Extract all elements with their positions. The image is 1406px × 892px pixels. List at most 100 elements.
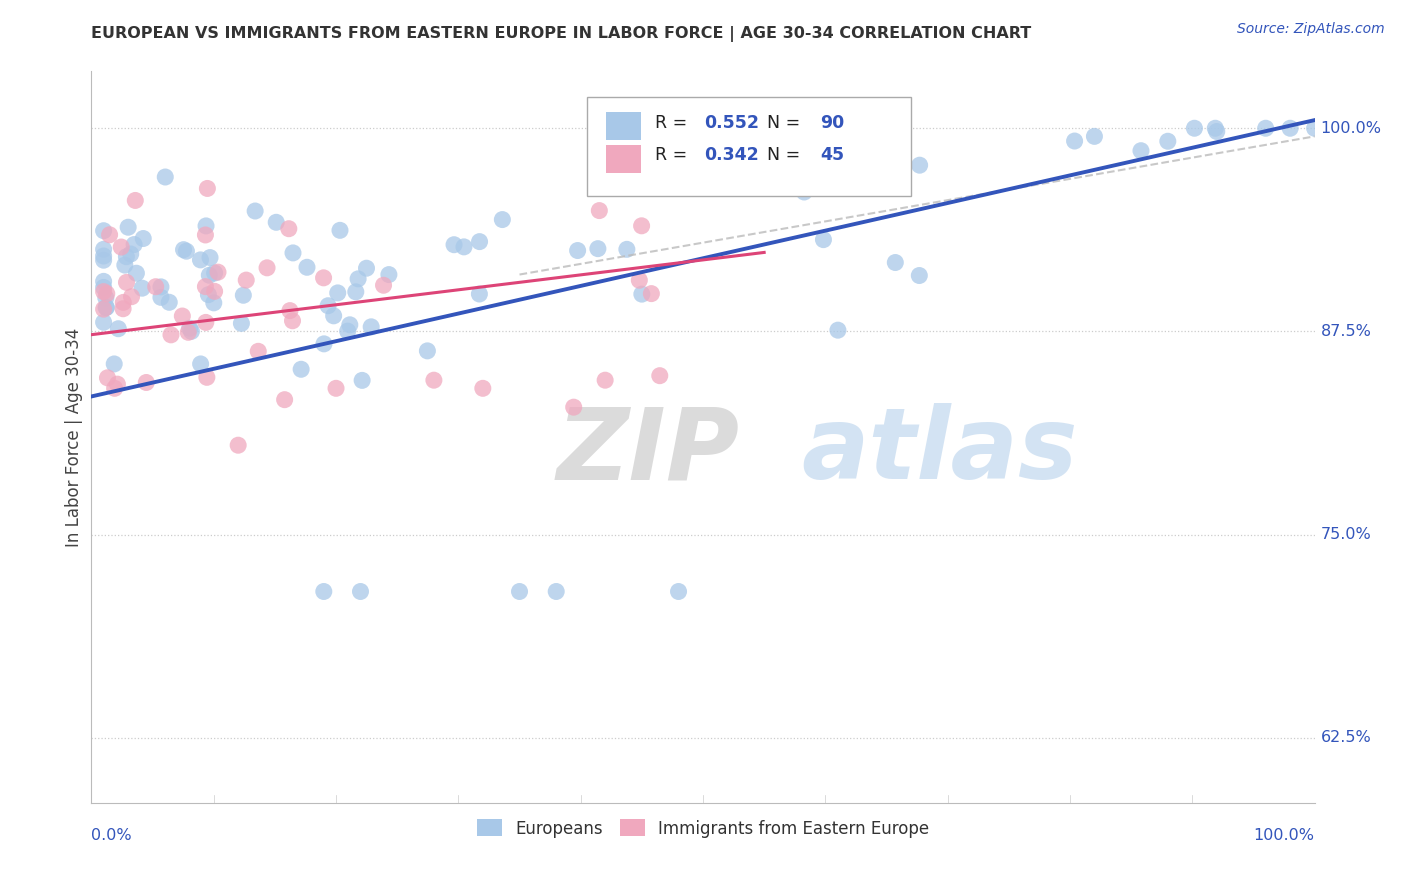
Point: [1204, 121, 1226, 136]
Point: [562, 400, 585, 414]
Point: [112, 295, 135, 310]
Point: [1205, 124, 1227, 138]
Point: [423, 373, 446, 387]
Point: [107, 322, 129, 336]
Legend: Europeans, Immigrants from Eastern Europe: Europeans, Immigrants from Eastern Europ…: [470, 813, 936, 844]
Point: [567, 244, 589, 258]
Point: [180, 324, 202, 338]
Point: [155, 169, 177, 184]
Point: [360, 319, 382, 334]
Point: [93, 249, 115, 263]
Point: [243, 204, 266, 219]
Point: [630, 219, 652, 233]
Point: [908, 268, 931, 283]
Point: [884, 255, 907, 269]
Point: [226, 438, 249, 452]
Point: [1083, 129, 1105, 144]
Point: [339, 318, 361, 332]
Text: 0.0%: 0.0%: [91, 829, 132, 844]
Point: [131, 281, 153, 295]
Point: [247, 344, 270, 359]
Point: [349, 584, 371, 599]
Point: [96, 286, 118, 301]
Point: [804, 150, 827, 164]
Point: [593, 373, 616, 387]
Text: Source: ZipAtlas.com: Source: ZipAtlas.com: [1237, 22, 1385, 37]
Point: [93, 280, 115, 294]
Text: R =: R =: [655, 146, 693, 164]
Point: [546, 584, 568, 599]
Point: [668, 584, 690, 599]
Point: [281, 314, 304, 328]
Point: [93, 285, 115, 299]
Point: [202, 296, 225, 310]
Point: [344, 285, 367, 299]
Point: [197, 181, 219, 195]
Point: [471, 381, 494, 395]
Point: [329, 223, 352, 237]
Point: [1157, 134, 1180, 148]
Text: 90: 90: [821, 113, 845, 131]
Point: [277, 221, 299, 235]
Point: [149, 280, 172, 294]
Point: [195, 370, 218, 384]
Point: [378, 268, 401, 282]
Text: 62.5%: 62.5%: [1320, 731, 1371, 746]
Point: [120, 247, 142, 261]
Point: [135, 376, 157, 390]
Point: [110, 240, 132, 254]
Point: [373, 278, 395, 293]
Point: [172, 309, 194, 323]
Point: [96, 301, 118, 315]
Point: [232, 288, 254, 302]
Point: [814, 137, 837, 152]
Point: [640, 286, 662, 301]
FancyBboxPatch shape: [606, 145, 641, 173]
Point: [416, 343, 439, 358]
FancyBboxPatch shape: [586, 97, 911, 195]
Point: [586, 242, 609, 256]
Point: [588, 203, 610, 218]
Point: [197, 287, 219, 301]
Y-axis label: In Labor Force | Age 30-34: In Labor Force | Age 30-34: [65, 327, 83, 547]
Point: [231, 317, 253, 331]
Text: 100.0%: 100.0%: [1320, 120, 1382, 136]
Point: [316, 299, 339, 313]
Text: 45: 45: [821, 146, 845, 164]
Point: [122, 237, 145, 252]
Point: [93, 224, 115, 238]
Point: [132, 231, 155, 245]
Point: [190, 252, 212, 267]
Point: [149, 290, 172, 304]
Point: [177, 326, 200, 340]
Point: [94, 301, 117, 315]
Point: [96, 371, 118, 385]
Point: [121, 290, 143, 304]
Point: [290, 362, 312, 376]
Point: [813, 233, 835, 247]
Point: [194, 227, 217, 242]
Point: [278, 303, 301, 318]
Point: [145, 279, 167, 293]
Point: [273, 392, 295, 407]
Text: N =: N =: [755, 113, 806, 131]
Text: 75.0%: 75.0%: [1320, 527, 1371, 542]
Text: atlas: atlas: [801, 403, 1077, 500]
Point: [93, 242, 115, 256]
Point: [125, 266, 148, 280]
Point: [908, 158, 931, 172]
Point: [115, 276, 138, 290]
Point: [1184, 121, 1206, 136]
Point: [631, 287, 654, 301]
Point: [195, 219, 218, 233]
Point: [179, 321, 201, 335]
Point: [198, 268, 221, 283]
Point: [93, 274, 115, 288]
Point: [194, 315, 217, 329]
Point: [468, 287, 491, 301]
Point: [204, 285, 226, 299]
Point: [336, 324, 359, 338]
Point: [356, 261, 378, 276]
Point: [93, 315, 115, 329]
Point: [616, 243, 638, 257]
